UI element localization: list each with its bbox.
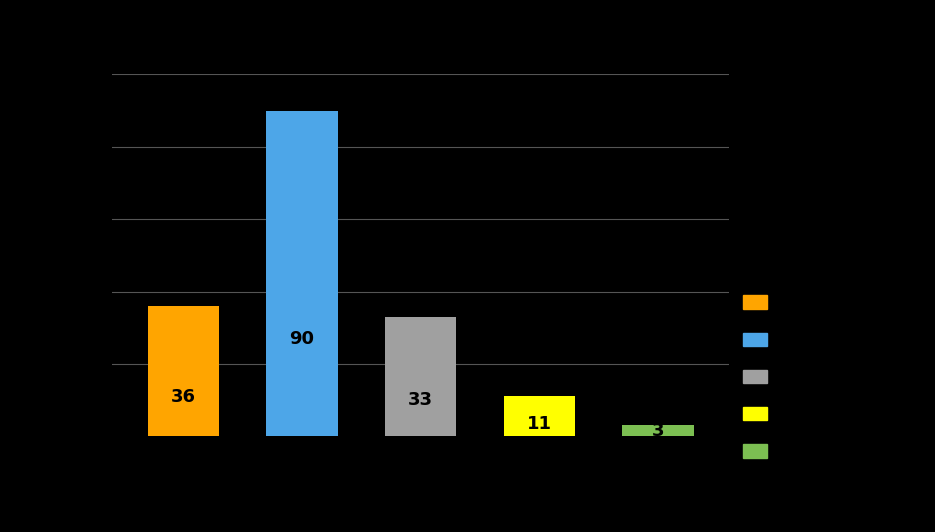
Text: 11: 11 — [527, 415, 552, 433]
Text: 33: 33 — [409, 392, 433, 410]
Bar — [266, 111, 338, 436]
Bar — [385, 317, 456, 436]
Text: 36: 36 — [171, 388, 196, 406]
Text: 3: 3 — [652, 422, 665, 440]
Bar — [148, 306, 219, 436]
Text: 90: 90 — [290, 329, 314, 347]
Bar — [504, 396, 575, 436]
Bar — [623, 426, 694, 436]
